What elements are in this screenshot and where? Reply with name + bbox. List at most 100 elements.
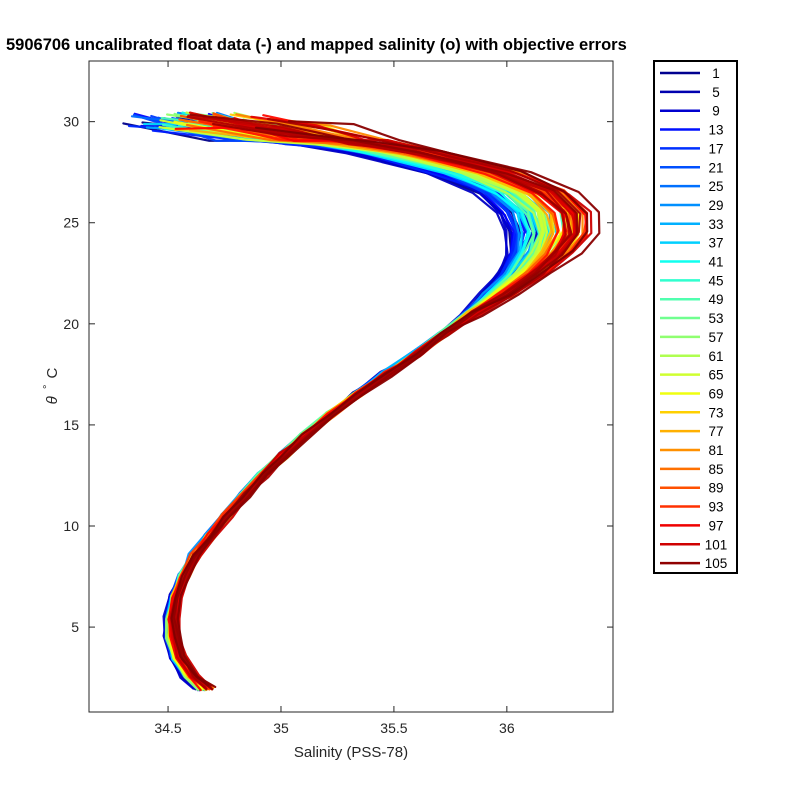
legend-label: 45 xyxy=(708,273,723,288)
legend-label: 49 xyxy=(708,292,723,307)
legend-item: 93 xyxy=(660,500,724,515)
profile-line xyxy=(163,128,543,689)
legend-item: 89 xyxy=(660,481,724,496)
legend-item: 1 xyxy=(660,66,720,81)
legend-label: 5 xyxy=(712,85,720,100)
profile-line xyxy=(168,115,576,692)
legend-item: 85 xyxy=(660,462,724,477)
legend-item: 5 xyxy=(660,85,720,100)
profile-line xyxy=(176,120,601,689)
legend-label: 85 xyxy=(708,462,723,477)
y-tick-label: 5 xyxy=(71,619,79,635)
legend-label: 97 xyxy=(708,518,723,533)
x-axis-label: Salinity (PSS-78) xyxy=(294,744,408,761)
legend-item: 17 xyxy=(660,141,724,156)
y-axis: 5 10 15 20 25 30 xyxy=(63,114,613,635)
legend-item: 65 xyxy=(660,368,724,383)
x-axis: 34.5 35 35.5 36 xyxy=(154,61,515,736)
profile-line xyxy=(140,124,529,688)
legend-item: 81 xyxy=(660,443,724,458)
legend: 1 5 9 13 17 21 25 29 33 37 41 45 49 53 57 61 65 69 73 77 81 8… xyxy=(653,60,738,574)
profile-line xyxy=(169,120,543,690)
legend-label: 77 xyxy=(708,424,723,439)
profile-line xyxy=(132,113,521,689)
profile-line xyxy=(168,119,542,691)
legend-label: 17 xyxy=(708,141,723,156)
legend-label: 101 xyxy=(705,537,728,552)
legend-item: 53 xyxy=(660,311,724,326)
legend-label: 61 xyxy=(708,349,723,364)
legend-label: 65 xyxy=(708,368,723,383)
legend-item: 37 xyxy=(660,236,724,251)
svg-text:θ ° C: θ ° C xyxy=(38,367,61,404)
profile-line xyxy=(167,129,538,692)
legend-item: 73 xyxy=(660,405,724,420)
legend-item: 29 xyxy=(660,198,724,213)
profile-line xyxy=(167,125,547,688)
profile-line xyxy=(158,125,545,688)
legend-item: 69 xyxy=(660,386,724,401)
legend-label: 93 xyxy=(708,500,723,515)
legend-label: 73 xyxy=(708,405,723,420)
y-tick-label: 30 xyxy=(63,114,79,130)
legend-item: 49 xyxy=(660,292,724,307)
profile-line xyxy=(162,117,509,687)
profile-line xyxy=(168,124,540,689)
plot-frame xyxy=(88,60,614,713)
x-tick-label: 35.5 xyxy=(380,720,407,736)
legend-item: 9 xyxy=(660,104,720,119)
legend-label: 105 xyxy=(705,556,728,571)
legend-item: 21 xyxy=(660,160,724,175)
profile-line xyxy=(170,127,541,691)
legend-label: 1 xyxy=(712,66,720,81)
legend-label: 57 xyxy=(708,330,723,345)
chart-title: 5906706 uncalibrated float data (-) and … xyxy=(6,36,627,54)
legend-item: 33 xyxy=(660,217,724,232)
profile-line xyxy=(167,127,550,689)
legend-label: 13 xyxy=(708,123,723,138)
profile-line xyxy=(161,123,544,689)
y-label-symbol: θ xyxy=(44,396,61,404)
legend-item: 25 xyxy=(660,179,724,194)
legend-item: 97 xyxy=(660,518,724,533)
x-tick-label: 34.5 xyxy=(154,720,181,736)
legend-item: 77 xyxy=(660,424,724,439)
legend-label: 53 xyxy=(708,311,723,326)
profile-line xyxy=(127,124,519,692)
legend-label: 89 xyxy=(708,481,723,496)
legend-label: 41 xyxy=(708,255,723,270)
profile-line xyxy=(162,128,534,690)
y-tick-label: 20 xyxy=(63,316,79,332)
profile-line xyxy=(150,114,519,689)
y-tick-label: 15 xyxy=(63,417,79,433)
profile-line xyxy=(165,114,515,687)
legend-item: 61 xyxy=(660,349,724,364)
legend-item: 105 xyxy=(660,556,727,571)
x-tick-label: 36 xyxy=(499,720,515,736)
y-axis-label: θ ° C xyxy=(38,367,61,404)
legend-item: 45 xyxy=(660,273,724,288)
legend-item: 57 xyxy=(660,330,724,345)
legend-label: 9 xyxy=(712,104,720,119)
profile-line xyxy=(167,121,547,691)
profile-line xyxy=(130,115,524,689)
y-label-degree: ° xyxy=(42,385,54,389)
profile-line xyxy=(171,122,546,692)
profile-line xyxy=(168,120,559,690)
y-label-unit: C xyxy=(44,367,61,378)
legend-item: 13 xyxy=(660,123,724,138)
legend-item: 41 xyxy=(660,255,724,270)
y-tick-label: 25 xyxy=(63,215,79,231)
x-tick-label: 35 xyxy=(273,720,289,736)
profile-line xyxy=(133,112,515,691)
legend-label: 33 xyxy=(708,217,723,232)
profile-line xyxy=(141,121,521,690)
profile-line xyxy=(166,123,536,691)
profile-lines xyxy=(122,111,601,692)
legend-label: 37 xyxy=(708,236,723,251)
legend-item: 101 xyxy=(660,537,727,552)
profile-line xyxy=(164,117,513,689)
legend-label: 81 xyxy=(708,443,723,458)
profile-line xyxy=(165,126,541,690)
